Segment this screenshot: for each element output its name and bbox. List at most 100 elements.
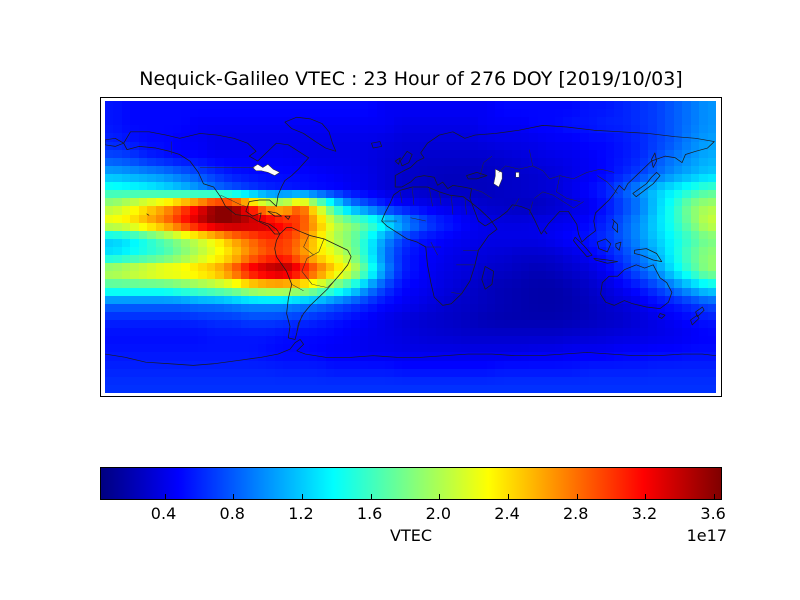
heatmap-cell (614, 198, 623, 207)
heatmap-cell (147, 149, 156, 158)
heatmap-cell (707, 319, 716, 329)
heatmap-cell (342, 173, 352, 183)
colorbar-tick (164, 494, 166, 499)
heatmap-cell (291, 238, 301, 247)
heatmap-cell (130, 376, 139, 385)
heatmap-cell (308, 109, 318, 118)
heatmap-cell (503, 246, 513, 256)
heatmap-cell (520, 303, 530, 312)
heatmap-cell (529, 165, 538, 174)
heatmap-cell (232, 255, 241, 264)
heatmap-cell (469, 352, 479, 361)
heatmap-cell (291, 376, 301, 385)
heatmap-cell (648, 206, 657, 215)
heatmap-cell (461, 384, 470, 393)
heatmap-cell (402, 238, 411, 247)
heatmap-cell (342, 141, 352, 150)
heatmap-cell (546, 157, 555, 166)
heatmap-cell (529, 133, 538, 142)
heatmap-cell (155, 328, 165, 337)
coastline (267, 210, 282, 217)
heatmap-cell (469, 222, 479, 231)
heatmap-cell (342, 222, 352, 231)
heatmap-cell (385, 303, 394, 312)
heatmap-cell (563, 368, 572, 377)
country-border (303, 235, 314, 256)
heatmap-cell (597, 384, 606, 393)
heatmap-cell (308, 263, 318, 272)
heatmap-cell (147, 173, 156, 183)
heatmap-cell (164, 101, 173, 110)
heatmap-cell (529, 336, 538, 345)
heatmap-cell (571, 230, 581, 239)
heatmap-cell (240, 141, 250, 150)
heatmap-cell (385, 125, 394, 134)
heatmap-cell (665, 165, 674, 174)
heatmap-cell (682, 311, 691, 320)
heatmap-cell (520, 255, 530, 264)
heatmap-cell (486, 157, 496, 166)
heatmap-cell (486, 149, 496, 158)
heatmap-cell (274, 230, 284, 239)
heatmap-cell (283, 319, 292, 329)
heatmap-cell (639, 230, 649, 239)
heatmap-cell (665, 238, 674, 247)
heatmap-cell (512, 230, 521, 239)
heatmap-cell (113, 101, 122, 110)
heatmap-cell (614, 303, 623, 312)
heatmap-cell (486, 133, 496, 142)
heatmap-cell (614, 141, 623, 150)
heatmap-cell (554, 101, 564, 110)
heatmap-cell (105, 222, 114, 231)
heatmap-cell (317, 336, 326, 345)
heatmap-cell (223, 319, 233, 329)
country-border (479, 155, 493, 176)
heatmap-cell (673, 336, 683, 345)
heatmap-cell (368, 271, 377, 280)
heatmap-cell (402, 117, 411, 126)
heatmap-cell (325, 279, 335, 288)
heatmap-cell (444, 336, 453, 345)
heatmap-cell (121, 311, 131, 320)
heatmap-cell (121, 368, 131, 377)
heatmap-cell (368, 222, 377, 231)
heatmap-cell (223, 149, 233, 158)
heatmap-cell (155, 125, 165, 134)
heatmap-cell (699, 336, 708, 345)
heatmap-cell (317, 109, 326, 118)
heatmap-cell (648, 352, 657, 361)
heatmap-cell (444, 117, 453, 126)
heatmap-cell (588, 295, 598, 304)
heatmap-cell (495, 149, 504, 158)
heatmap-cell (164, 360, 173, 369)
heatmap-cell (317, 198, 326, 207)
heatmap-cell (452, 271, 462, 280)
heatmap-cell (546, 287, 555, 296)
heatmap-cell (164, 109, 173, 118)
heatmap-cell (291, 263, 301, 272)
heatmap-cell (495, 368, 504, 377)
heatmap-cell (130, 198, 139, 207)
heatmap-cell (198, 336, 207, 345)
heatmap-cell (300, 117, 309, 126)
heatmap-cell (665, 190, 674, 199)
heatmap-cell (376, 360, 386, 369)
heatmap-cell (563, 101, 572, 110)
heatmap-cell (673, 368, 683, 377)
heatmap-cell (469, 271, 479, 280)
heatmap-cell (537, 206, 547, 215)
heatmap-cell (223, 182, 233, 191)
heatmap-cell (495, 271, 504, 280)
heatmap-cell (223, 311, 233, 320)
heatmap-cell (495, 336, 504, 345)
heatmap-cell (155, 190, 165, 199)
heatmap-cell (699, 198, 708, 207)
heatmap-cell (385, 344, 394, 353)
heatmap-cell (155, 246, 165, 256)
heatmap-cell (435, 295, 445, 304)
heatmap-cell (571, 344, 581, 353)
heatmap-cell (147, 141, 156, 150)
heatmap-cell (699, 149, 708, 158)
heatmap-cell (300, 157, 309, 166)
heatmap-cell (317, 157, 326, 166)
